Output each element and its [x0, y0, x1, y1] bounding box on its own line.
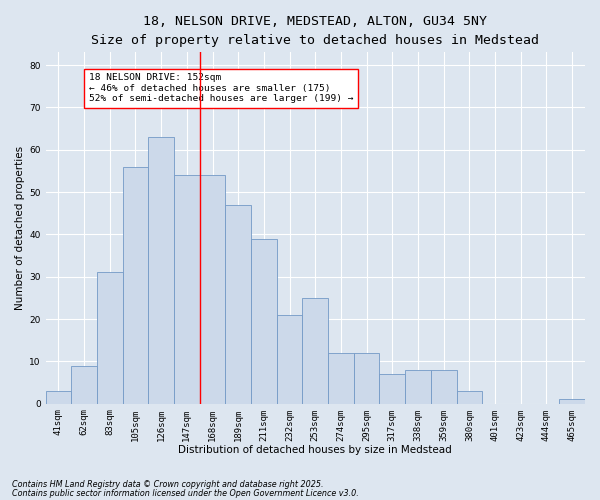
- Bar: [431, 370, 457, 404]
- Bar: [457, 391, 482, 404]
- Bar: [71, 366, 97, 404]
- Bar: [122, 166, 148, 404]
- Title: 18, NELSON DRIVE, MEDSTEAD, ALTON, GU34 5NY
Size of property relative to detache: 18, NELSON DRIVE, MEDSTEAD, ALTON, GU34 …: [91, 15, 539, 47]
- Bar: [226, 204, 251, 404]
- Text: Contains HM Land Registry data © Crown copyright and database right 2025.: Contains HM Land Registry data © Crown c…: [12, 480, 323, 489]
- Bar: [405, 370, 431, 404]
- Bar: [174, 175, 200, 404]
- Bar: [328, 353, 354, 404]
- Bar: [148, 137, 174, 404]
- Bar: [97, 272, 122, 404]
- Y-axis label: Number of detached properties: Number of detached properties: [15, 146, 25, 310]
- Bar: [251, 238, 277, 404]
- Bar: [354, 353, 379, 404]
- Bar: [302, 298, 328, 404]
- Text: Contains public sector information licensed under the Open Government Licence v3: Contains public sector information licen…: [12, 488, 359, 498]
- Bar: [379, 374, 405, 404]
- Bar: [46, 391, 71, 404]
- Bar: [277, 315, 302, 404]
- Text: 18 NELSON DRIVE: 152sqm
← 46% of detached houses are smaller (175)
52% of semi-d: 18 NELSON DRIVE: 152sqm ← 46% of detache…: [89, 74, 353, 103]
- X-axis label: Distribution of detached houses by size in Medstead: Distribution of detached houses by size …: [178, 445, 452, 455]
- Bar: [559, 400, 585, 404]
- Bar: [200, 175, 226, 404]
